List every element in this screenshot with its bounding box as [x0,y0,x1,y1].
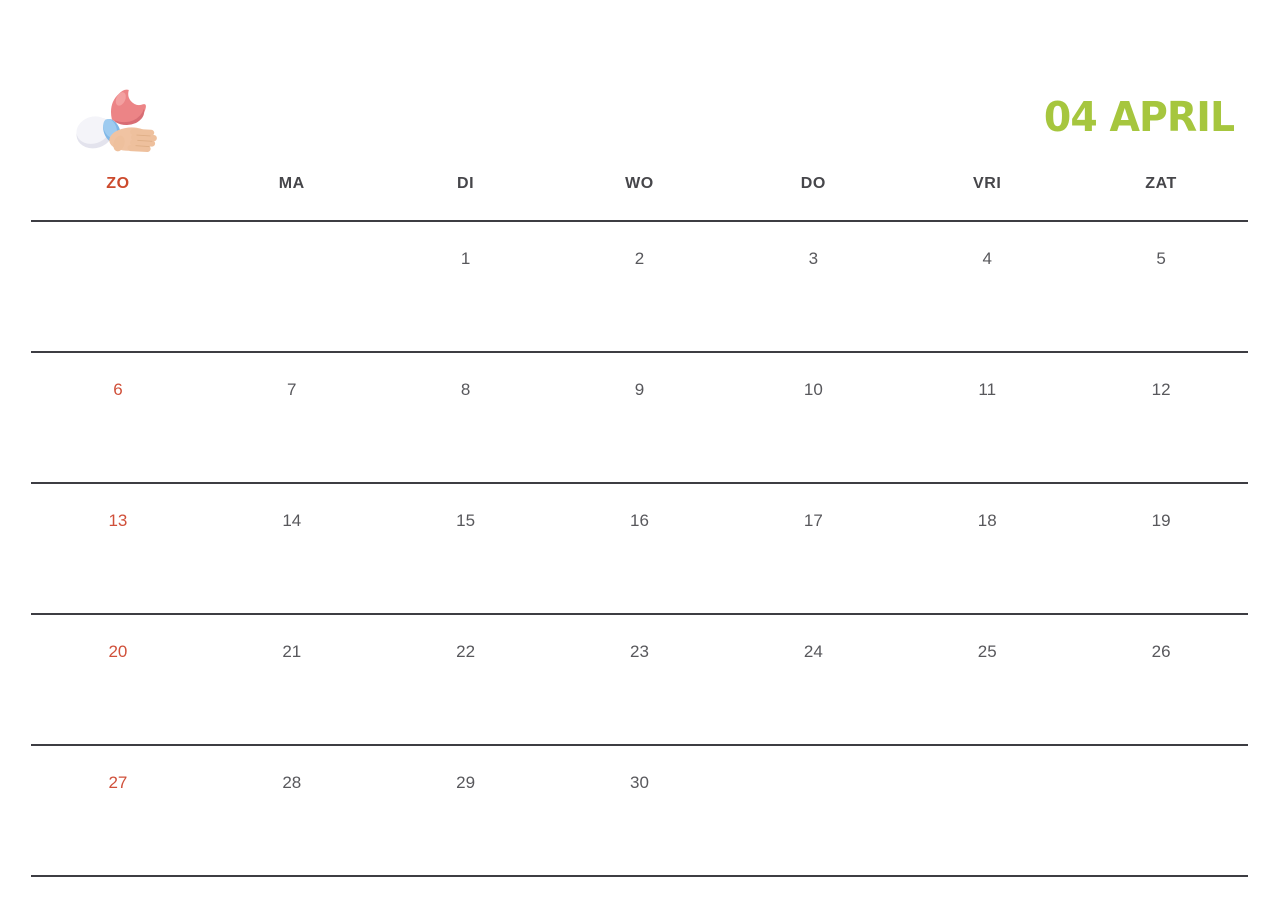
day-header-wo: WO [625,175,654,192]
day-cell: 24 [803,642,823,661]
day-cell: 8 [460,380,471,399]
day-cell: 22 [456,642,476,661]
day-cell: 15 [456,511,476,530]
week-row-1: 1 2 3 4 5 [31,222,1248,353]
day-cell: 23 [630,642,649,661]
week-row-4: 20 21 22 23 24 25 26 [31,615,1248,746]
day-cell: 30 [630,773,649,792]
day-cell [1074,746,1248,875]
day-header-vri: VRI [972,175,1002,192]
day-cell: 9 [634,380,645,399]
day-cell: 13 [108,511,128,530]
day-cell [205,222,379,351]
day-header-zo: ZO [106,175,130,192]
day-header-zat: ZAT [1145,175,1177,192]
day-cell: 6 [113,380,123,399]
day-cell: 28 [282,773,302,792]
day-cell [31,222,205,351]
day-cell: 29 [456,773,476,792]
day-cell: 5 [1156,249,1166,268]
hand-illustration-svg [76,89,157,152]
day-cell [726,746,900,875]
day-cell: 21 [282,642,302,661]
day-header-ma: MA [278,175,305,192]
hand-with-pink-bird-illustration [74,82,164,164]
day-cell: 20 [108,642,128,661]
day-cell: 2 [634,249,645,268]
day-header-di: DI [457,175,475,192]
day-cell: 19 [1151,511,1171,530]
day-cell: 14 [282,511,302,530]
day-cell: 3 [808,249,819,268]
day-cell: 12 [1151,380,1171,399]
day-cell: 18 [977,511,997,530]
month-title: 04 APRIL [1043,93,1235,141]
week-row-5: 27 28 29 30 [31,746,1248,877]
day-header-row: ZO MA DI WO DO VRI ZAT [31,160,1248,222]
day-cell: 25 [977,642,997,661]
week-row-3: 13 14 15 16 17 18 19 [31,484,1248,615]
day-header-do: DO [800,175,826,192]
day-cell: 27 [108,773,128,792]
week-row-2: 6 7 8 9 10 11 12 [31,353,1248,484]
calendar-grid: ZO MA DI WO DO VRI ZAT 1 2 3 4 5 6 7 8 9… [31,160,1248,877]
day-cell: 7 [287,380,297,399]
day-cell: 11 [978,380,997,399]
day-cell: 17 [803,511,823,530]
day-cell: 16 [630,511,649,530]
day-cell: 26 [1151,642,1171,661]
day-cell: 1 [460,249,471,268]
day-cell: 4 [982,249,992,268]
day-cell: 10 [803,380,823,399]
day-cell [900,746,1074,875]
